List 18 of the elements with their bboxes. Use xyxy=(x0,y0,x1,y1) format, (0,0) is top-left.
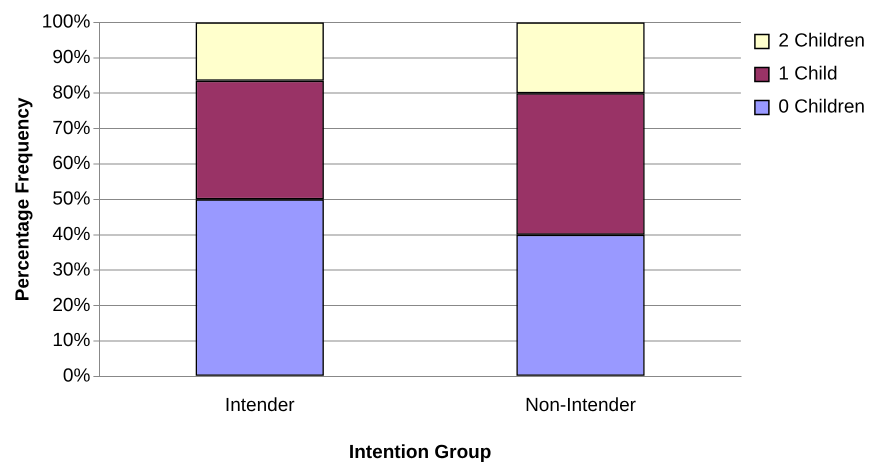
x-axis-title: Intention Group xyxy=(348,442,492,463)
y-tick-label: 90% xyxy=(52,47,90,68)
y-tick-label: 0% xyxy=(62,366,90,387)
y-tick-label: 60% xyxy=(52,153,90,174)
legend-label: 1 Child xyxy=(778,64,838,85)
y-tick-label: 30% xyxy=(52,259,90,280)
y-tick-label: 20% xyxy=(52,294,90,316)
legend-label: 0 Children xyxy=(778,96,866,118)
y-tick-label: 100% xyxy=(42,12,90,33)
y-tick-label: 50% xyxy=(52,188,90,210)
legend-label: 2 Children xyxy=(778,30,866,52)
y-axis-title: Percentage Frequency xyxy=(12,97,34,302)
x-tick-label: Intender xyxy=(224,395,296,416)
y-tick-label: 40% xyxy=(52,224,90,246)
y-tick-label: 80% xyxy=(52,82,90,104)
y-tick-label: 70% xyxy=(52,118,90,139)
y-tick-label: 10% xyxy=(52,330,90,352)
x-tick-label: Non-Intender xyxy=(525,395,637,416)
